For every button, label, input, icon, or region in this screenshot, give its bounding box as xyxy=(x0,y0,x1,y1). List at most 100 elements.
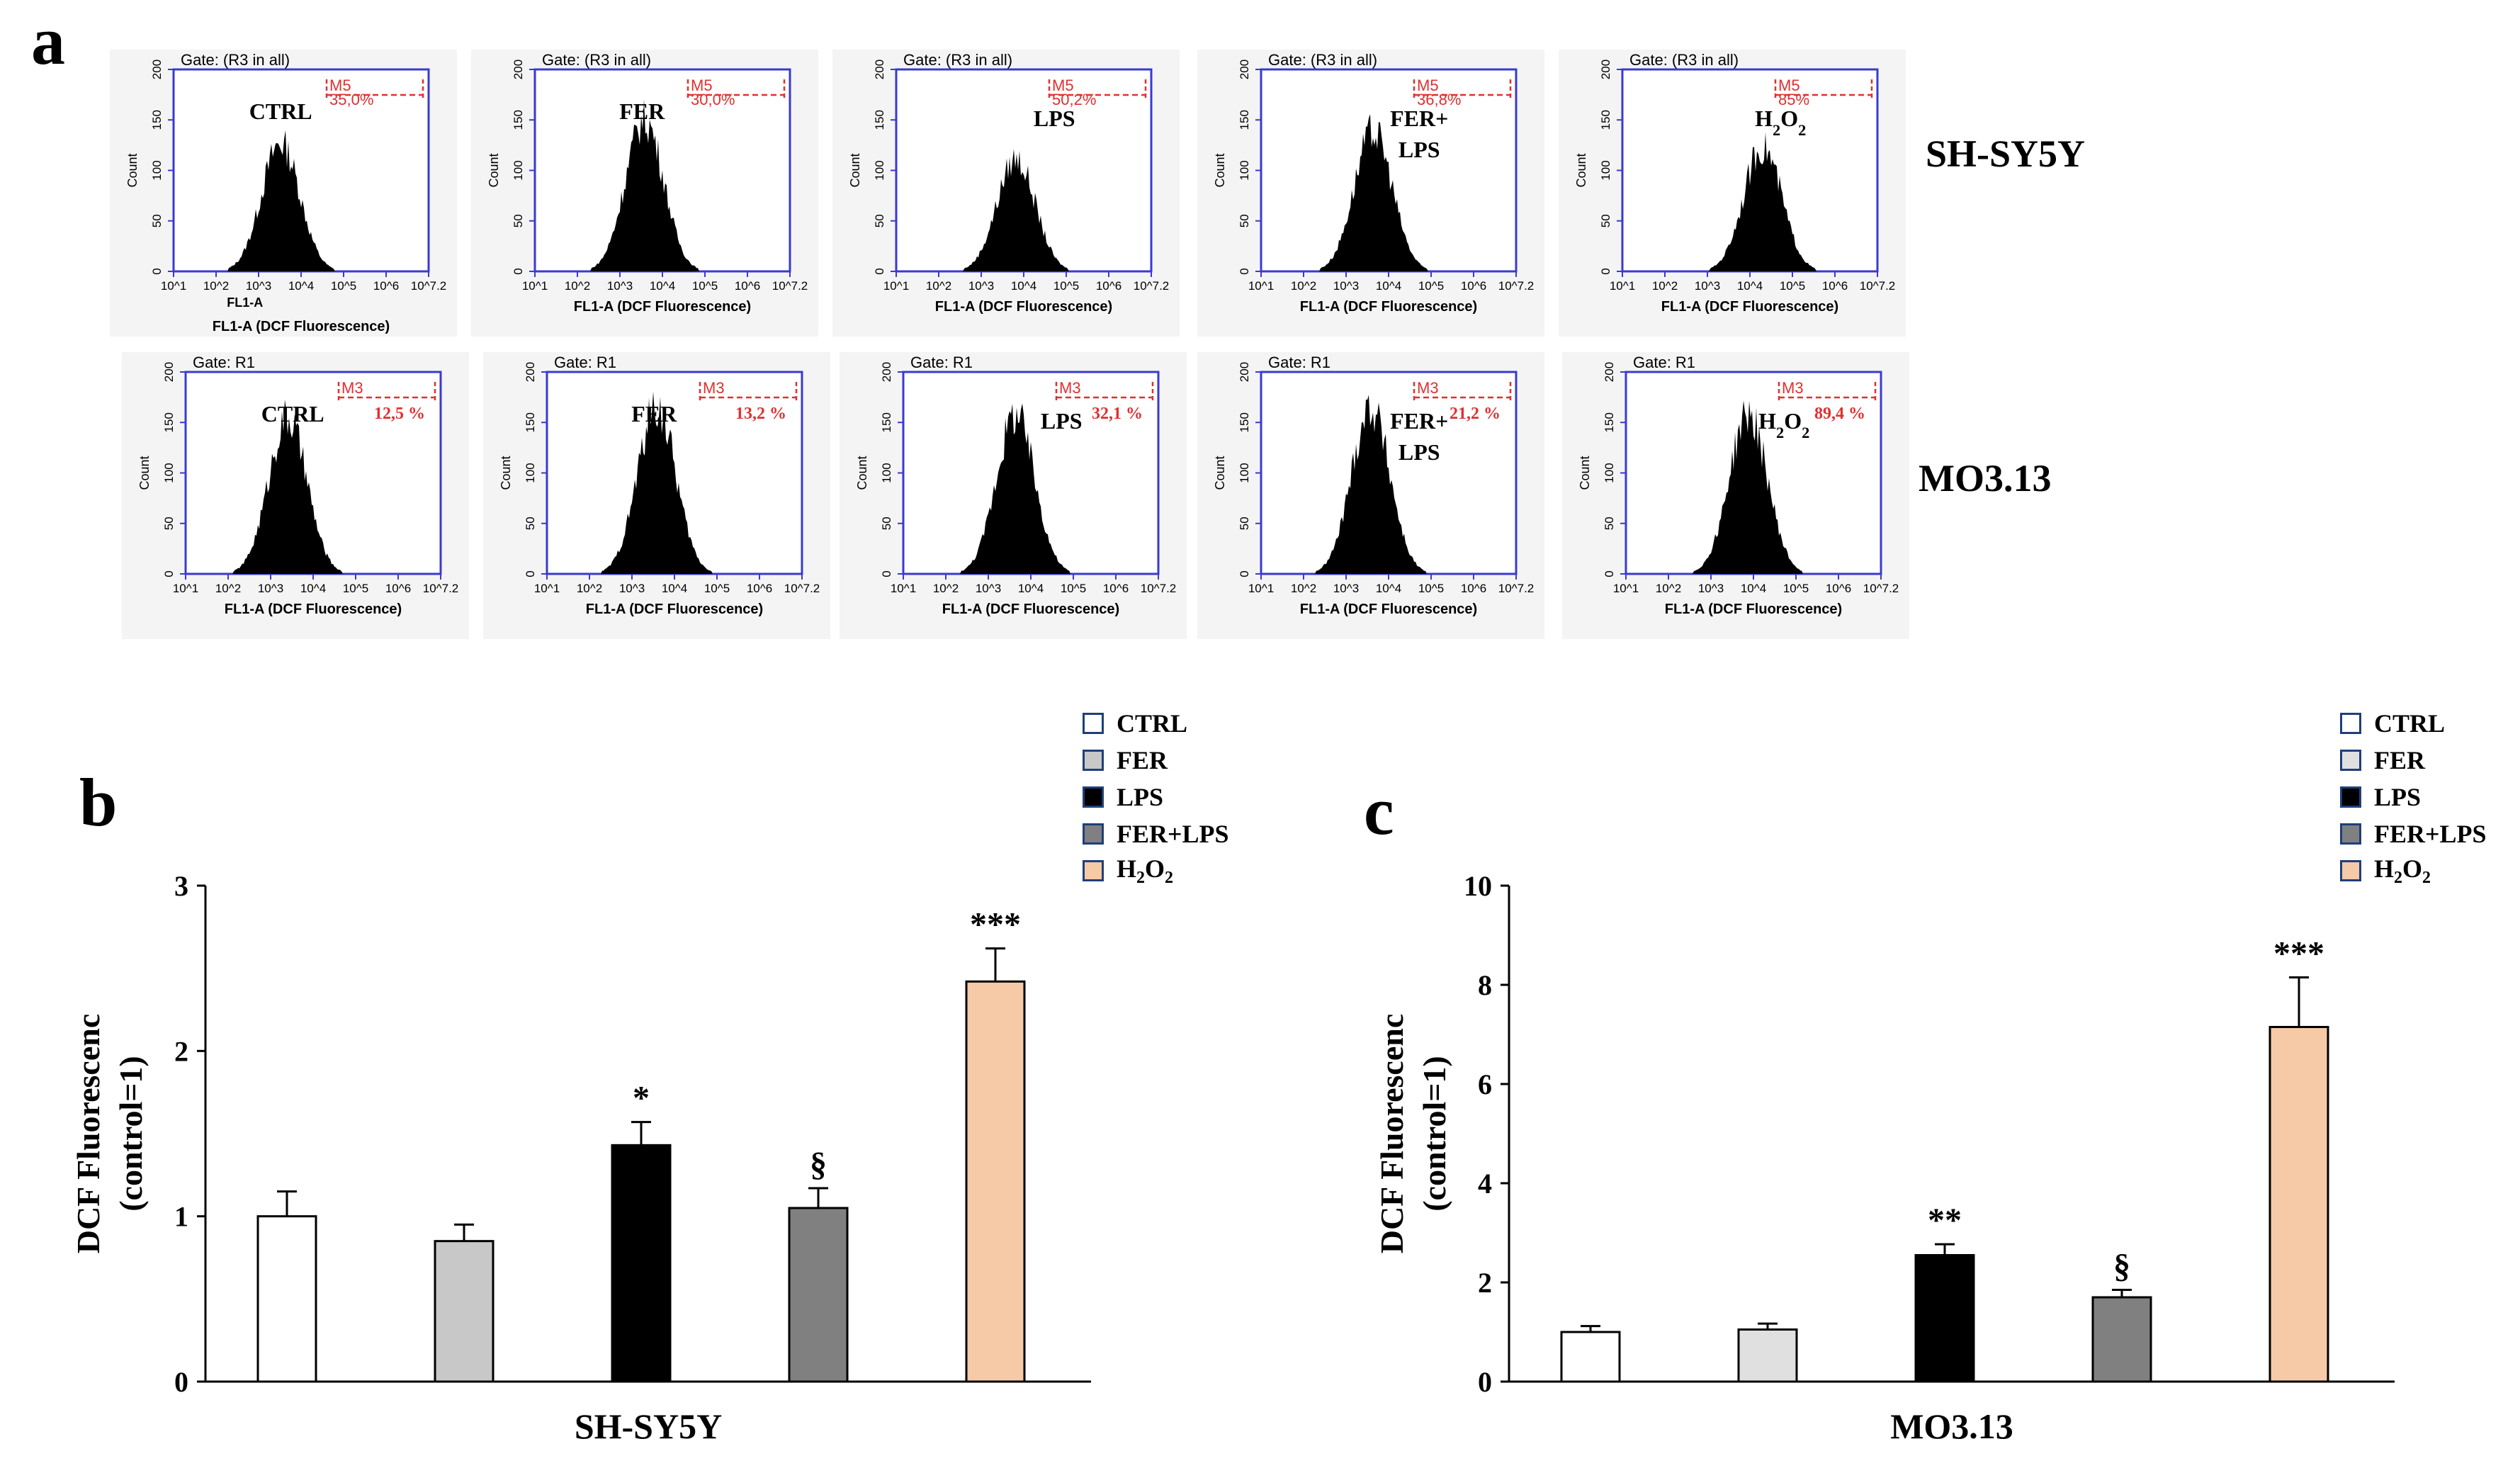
histogram-distribution xyxy=(547,391,802,574)
significance-annotation: § xyxy=(2113,1248,2130,1285)
y-tick-label: 2 xyxy=(174,1035,188,1067)
y-tick-label: 50 xyxy=(512,214,525,227)
legend-swatch xyxy=(2340,823,2361,845)
marker-name: M3 xyxy=(1782,379,1804,397)
y-tick-label: 0 xyxy=(880,570,893,577)
y-tick-label: 150 xyxy=(873,110,886,130)
x-tick-label: 10^4 xyxy=(662,582,687,595)
y-axis-label: Count xyxy=(137,456,152,490)
legend-label: CTRL xyxy=(1117,709,1188,738)
x-tick-label: 10^4 xyxy=(1741,582,1766,595)
y-tick-label: 50 xyxy=(1238,214,1251,227)
y-tick-label: 100 xyxy=(1599,160,1612,180)
x-tick-label: 10^1 xyxy=(1248,582,1274,595)
y-tick-label: 100 xyxy=(162,463,176,482)
y-tick-label: 50 xyxy=(1599,214,1612,227)
marker-percent: 21,2 % xyxy=(1450,405,1501,423)
legend-label: FER+LPS xyxy=(2374,820,2487,848)
marker-percent: 35,0% xyxy=(329,91,373,108)
y-tick-label: 200 xyxy=(150,60,164,79)
gate-label: Gate: R1 xyxy=(910,354,973,371)
x-tick-label: 10^2 xyxy=(215,582,241,595)
x-tick-label: 10^3 xyxy=(1695,279,1720,293)
legend-item: FER+LPS xyxy=(1083,818,1229,850)
x-axis-label: FL1-A (DCF Fluorescence) xyxy=(935,299,1112,315)
legend-item: LPS xyxy=(2340,781,2421,813)
x-tick-label: 10^1 xyxy=(1610,279,1635,293)
y-tick-label: 50 xyxy=(1238,517,1251,530)
histogram-svg: Gate: (R3 in all) 0 50 100 150 200 Count 10^1 10… xyxy=(125,51,446,334)
x-tick-label: 10^2 xyxy=(565,279,590,293)
y-tick-label: 0 xyxy=(1478,1366,1492,1398)
x-tick-label: 10^1 xyxy=(891,582,916,595)
histogram-svg: Gate: (R3 in all) 0 50 100 150 200 Count 10^1 10… xyxy=(1574,51,1896,315)
x-axis-label: FL1-A (DCF Fluorescence) xyxy=(1665,602,1842,617)
x-tick-label: 10^5 xyxy=(331,279,356,293)
histogram-svg: Gate: (R3 in all) 0 50 100 150 200 Count 10^1 10… xyxy=(848,51,1170,315)
x-tick-label: 10^7.2 xyxy=(1141,582,1177,595)
y-tick-label: 200 xyxy=(512,60,525,79)
condition-label: FER+ xyxy=(1390,106,1448,131)
y-tick-label: 100 xyxy=(1238,160,1251,180)
marker-name: M5 xyxy=(329,77,351,94)
y-tick-label: 0 xyxy=(162,570,176,577)
x-tick-label: 10^4 xyxy=(1011,279,1036,293)
legend-swatch xyxy=(2340,786,2361,808)
y-axis-label-units: (control=1) xyxy=(113,1056,149,1212)
x-tick-label: 10^6 xyxy=(1103,582,1129,595)
x-tick-label: 10^6 xyxy=(385,582,411,595)
bar-chart-mo3-13: 0 2 4 6 8 10 DCF Fluorescenc (control=1) MO3.13 *… xyxy=(1374,870,2395,1446)
x-tick-label: 10^7.2 xyxy=(1134,279,1170,293)
x-axis-label: MO3.13 xyxy=(1890,1406,2013,1446)
x-tick-label: 10^2 xyxy=(1652,279,1678,293)
histogram-panel: Gate: (R3 in all) 0 50 100 150 200 Count 10^1 10… xyxy=(1197,50,1544,337)
x-tick-label: 10^1 xyxy=(161,279,186,293)
x-axis-label: FL1-A (DCF Fluorescence) xyxy=(942,602,1119,617)
histogram-svg: Gate: R1 0 50 100 150 200 Count 10^1 10^2 10^3 10^… xyxy=(1213,354,1534,617)
x-axis-label: FL1-A (DCF Fluorescence) xyxy=(213,319,390,334)
x-tick-label: 10^7.2 xyxy=(1498,279,1535,293)
y-tick-label: 4 xyxy=(1478,1168,1492,1200)
histogram-panel: Gate: R1 0 50 100 150 200 Count 10^1 10^2 10^3 10^… xyxy=(840,352,1187,639)
panel-letter-b: b xyxy=(79,764,118,840)
x-tick-label: 10^7.2 xyxy=(1860,279,1896,293)
histogram-distribution xyxy=(1626,400,1881,574)
y-tick-label: 150 xyxy=(512,110,525,130)
condition-label: CTRL xyxy=(261,401,324,427)
y-tick-label: 150 xyxy=(1599,110,1612,130)
x-tick-label: 10^2 xyxy=(933,582,959,595)
y-tick-label: 150 xyxy=(880,412,893,432)
y-axis-label: Count xyxy=(855,456,869,490)
marker-name: M3 xyxy=(1059,379,1081,397)
y-axis-label: Count xyxy=(499,456,513,490)
panel-letter-a: a xyxy=(31,3,65,79)
y-tick-label: 50 xyxy=(524,517,537,530)
y-tick-label: 200 xyxy=(1238,60,1251,79)
y-tick-label: 100 xyxy=(524,463,537,482)
y-tick-label: 150 xyxy=(162,412,176,432)
x-tick-label: 10^2 xyxy=(1291,582,1316,595)
histogram-panel: Gate: R1 0 50 100 150 200 Count 10^1 10^2 10^3 10^… xyxy=(122,352,469,639)
y-tick-label: 2 xyxy=(1478,1267,1492,1299)
histogram-distribution xyxy=(186,400,441,574)
y-tick-label: 200 xyxy=(1599,60,1612,79)
y-tick-label: 150 xyxy=(1603,412,1616,432)
condition-label: LPS xyxy=(1399,439,1440,465)
gate-label: Gate: (R3 in all) xyxy=(542,51,651,69)
legend-item: LPS xyxy=(1083,781,1163,813)
histogram-panel: Gate: (R3 in all) 0 50 100 150 200 Count 10^1 10… xyxy=(1559,50,1906,337)
x-tick-label: 10^4 xyxy=(288,279,314,293)
x-tick-label: 10^1 xyxy=(883,279,909,293)
gate-label: Gate: (R3 in all) xyxy=(903,51,1012,69)
histogram-panel: Gate: (R3 in all) 0 50 100 150 200 Count 10^1 10… xyxy=(832,50,1180,337)
y-tick-label: 6 xyxy=(1478,1068,1492,1100)
condition-label: FER xyxy=(619,98,665,124)
x-tick-label: 10^7.2 xyxy=(772,279,808,293)
y-tick-label: 100 xyxy=(1238,463,1251,482)
marker-name: M3 xyxy=(703,379,725,397)
x-tick-label: 10^3 xyxy=(1333,582,1359,595)
y-axis-label: Count xyxy=(1574,153,1588,187)
histogram-panel: Gate: (R3 in all) 0 50 100 150 200 Count 10^1 10… xyxy=(471,50,818,337)
y-tick-label: 0 xyxy=(1599,268,1612,274)
row-label-top: SH-SY5Y xyxy=(1926,132,2086,175)
